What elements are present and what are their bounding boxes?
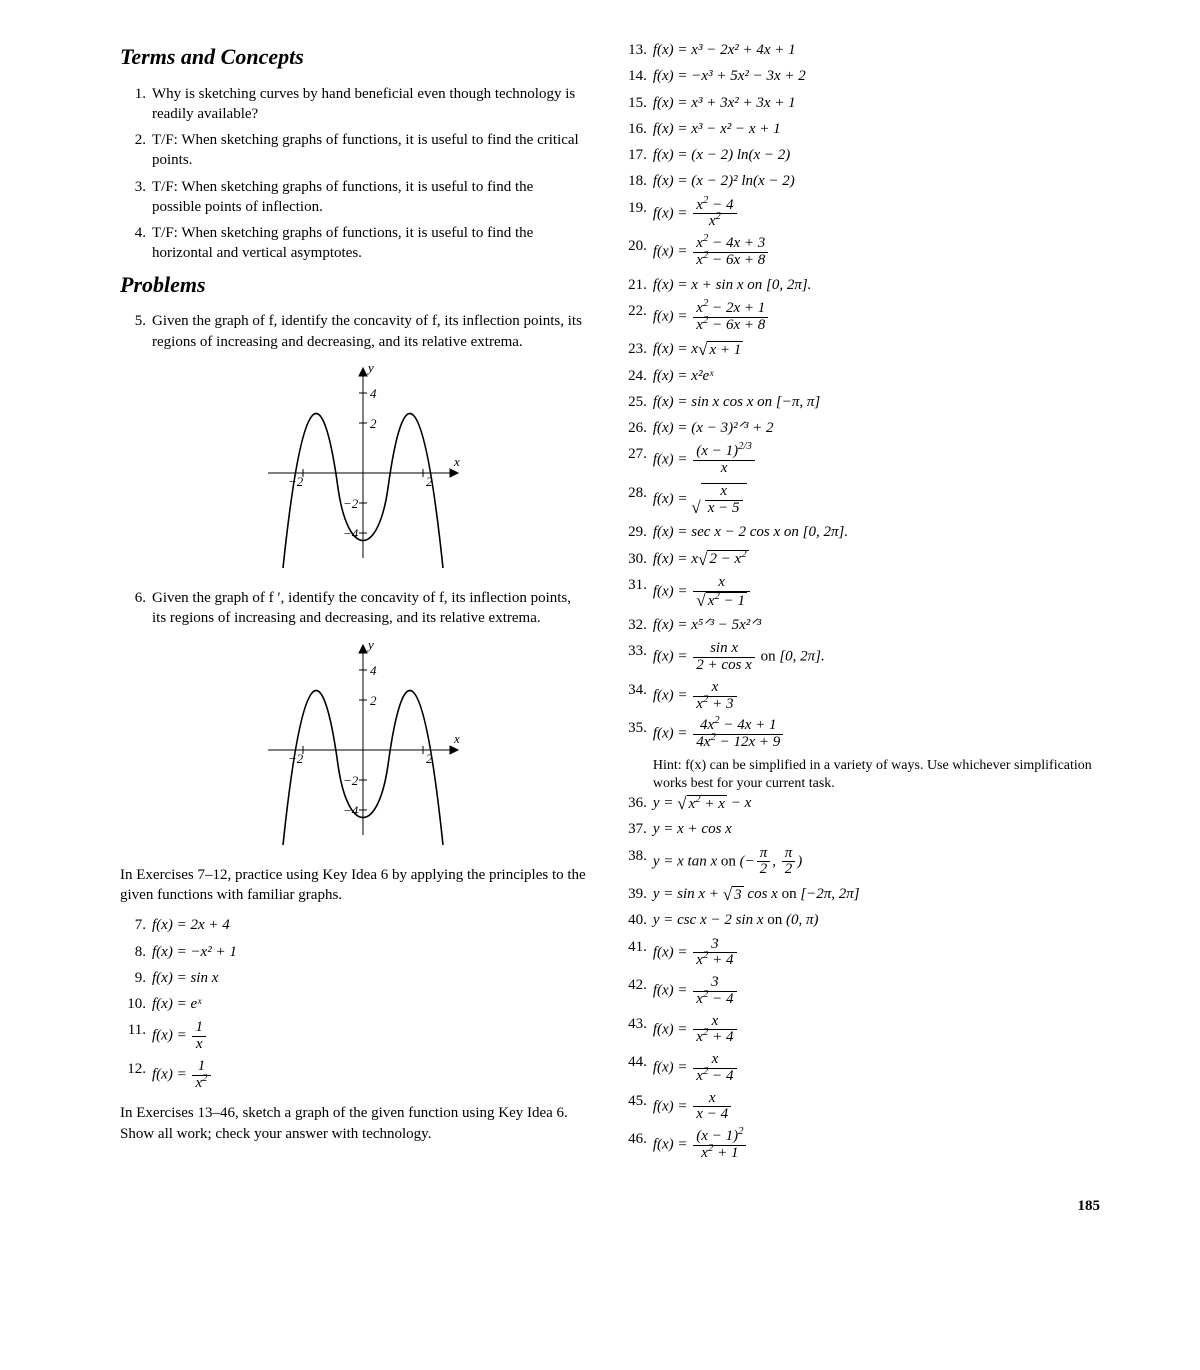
qnum: 5. — [120, 311, 152, 352]
q14: f(x) = −x³ + 5x² − 3x + 2 — [653, 66, 1110, 86]
instr-7-12: In Exercises 7–12, practice using Key Id… — [120, 865, 586, 906]
q4: T/F: When sketching graphs of functions,… — [152, 223, 586, 264]
q41: f(x) = 3x2 + 4 — [653, 937, 1110, 970]
svg-text:x: x — [453, 731, 460, 746]
q38: y = x tan x on (−π2, π2) — [653, 846, 1110, 879]
problems-list-left-2: 6. Given the graph of f ′, identify the … — [120, 588, 586, 629]
svg-text:4: 4 — [370, 386, 377, 401]
svg-text:x: x — [453, 454, 460, 469]
q2: T/F: When sketching graphs of functions,… — [152, 130, 586, 171]
svg-text:2: 2 — [370, 693, 377, 708]
q32: f(x) = x⁵ᐟ³ − 5x²ᐟ³ — [653, 615, 1110, 635]
q23: f(x) = x√x + 1 — [653, 339, 1110, 359]
q36: y = √x2 + x − x — [653, 793, 1110, 813]
svg-text:2: 2 — [370, 416, 377, 431]
q16: f(x) = x³ − x² − x + 1 — [653, 119, 1110, 139]
q35: f(x) = 4x2 − 4x + 14x2 − 12x + 9 — [653, 718, 1110, 751]
q21: f(x) = x + sin x on [0, 2π]. — [653, 275, 1110, 295]
svg-text:−4: −4 — [343, 526, 359, 541]
q46: f(x) = (x − 1)2x2 + 1 — [653, 1129, 1110, 1162]
problems-list-right-2: 36.y = √x2 + x − x 37.y = x + cos x 38.y… — [621, 793, 1110, 1162]
q30: f(x) = x√2 − x2 — [653, 549, 1110, 569]
q24: f(x) = x²eˣ — [653, 366, 1110, 386]
q18: f(x) = (x − 2)² ln(x − 2) — [653, 171, 1110, 191]
svg-text:−2: −2 — [343, 496, 359, 511]
list-7-12: 7.f(x) = 2x + 4 8.f(x) = −x² + 1 9.f(x) … — [120, 915, 586, 1091]
svg-text:2: 2 — [426, 474, 433, 489]
qnum: 4. — [120, 223, 152, 264]
section-problems: Problems — [120, 270, 586, 300]
q15: f(x) = x³ + 3x² + 3x + 1 — [653, 93, 1110, 113]
q22: f(x) = x2 − 2x + 1x2 − 6x + 8 — [653, 301, 1110, 334]
qnum: 6. — [120, 588, 152, 629]
qnum: 3. — [120, 177, 152, 218]
section-terms: Terms and Concepts — [120, 42, 586, 72]
q11: f(x) = 1x — [152, 1020, 586, 1053]
q43: f(x) = xx2 + 4 — [653, 1014, 1110, 1047]
q35-hint: Hint: f(x) can be simplified in a variet… — [653, 757, 1110, 793]
q10: f(x) = eˣ — [152, 994, 586, 1014]
q25: f(x) = sin x cos x on [−π, π] — [653, 392, 1110, 412]
problems-list-left: 5. Given the graph of f, identify the co… — [120, 311, 586, 352]
graph-q6: −2 2 4 2 −2 −4 x y — [140, 635, 586, 851]
qnum: 2. — [120, 130, 152, 171]
problems-list-right: 13.f(x) = x³ − 2x² + 4x + 1 14.f(x) = −x… — [621, 40, 1110, 751]
q28: f(x) = √xx − 5 — [653, 483, 1110, 517]
q31: f(x) = x√x2 − 1 — [653, 575, 1110, 609]
q7: f(x) = 2x + 4 — [152, 915, 586, 935]
svg-text:−4: −4 — [343, 803, 359, 818]
page-number: 185 — [120, 1196, 1110, 1216]
instr-13-46: In Exercises 13–46, sketch a graph of th… — [120, 1103, 586, 1144]
q6: Given the graph of f ′, identify the con… — [152, 588, 586, 629]
q40: y = csc x − 2 sin x on (0, π) — [653, 910, 1110, 930]
q44: f(x) = xx2 − 4 — [653, 1052, 1110, 1085]
q17: f(x) = (x − 2) ln(x − 2) — [653, 145, 1110, 165]
q9: f(x) = sin x — [152, 968, 586, 988]
q1: Why is sketching curves by hand benefici… — [152, 84, 586, 125]
svg-text:y: y — [366, 360, 374, 375]
q42: f(x) = 3x2 − 4 — [653, 975, 1110, 1008]
q5: Given the graph of f, identify the conca… — [152, 311, 586, 352]
q29: f(x) = sec x − 2 cos x on [0, 2π]. — [653, 522, 1110, 542]
q33: f(x) = sin x2 + cos x on [0, 2π]. — [653, 641, 1110, 674]
q37: y = x + cos x — [653, 819, 1110, 839]
q19: f(x) = x2 − 4x2 — [653, 198, 1110, 231]
q8: f(x) = −x² + 1 — [152, 942, 586, 962]
svg-text:4: 4 — [370, 663, 377, 678]
svg-text:−2: −2 — [343, 773, 359, 788]
q39: y = sin x + √3 cos x on [−2π, 2π] — [653, 884, 1110, 904]
svg-text:−2: −2 — [288, 751, 304, 766]
svg-text:2: 2 — [426, 751, 433, 766]
q20: f(x) = x2 − 4x + 3x2 − 6x + 8 — [653, 236, 1110, 269]
q45: f(x) = xx − 4 — [653, 1091, 1110, 1124]
qnum: 1. — [120, 84, 152, 125]
svg-text:y: y — [366, 637, 374, 652]
svg-text:−2: −2 — [288, 474, 304, 489]
graph-q5: −2 2 4 2 −2 −4 x y — [140, 358, 586, 574]
q34: f(x) = xx2 + 3 — [653, 680, 1110, 713]
q13: f(x) = x³ − 2x² + 4x + 1 — [653, 40, 1110, 60]
q12: f(x) = 1x2 — [152, 1059, 586, 1092]
q3: T/F: When sketching graphs of functions,… — [152, 177, 586, 218]
terms-list: 1. Why is sketching curves by hand benef… — [120, 84, 586, 264]
q26: f(x) = (x − 3)²ᐟ³ + 2 — [653, 418, 1110, 438]
q27: f(x) = (x − 1)2/3x — [653, 444, 1110, 477]
